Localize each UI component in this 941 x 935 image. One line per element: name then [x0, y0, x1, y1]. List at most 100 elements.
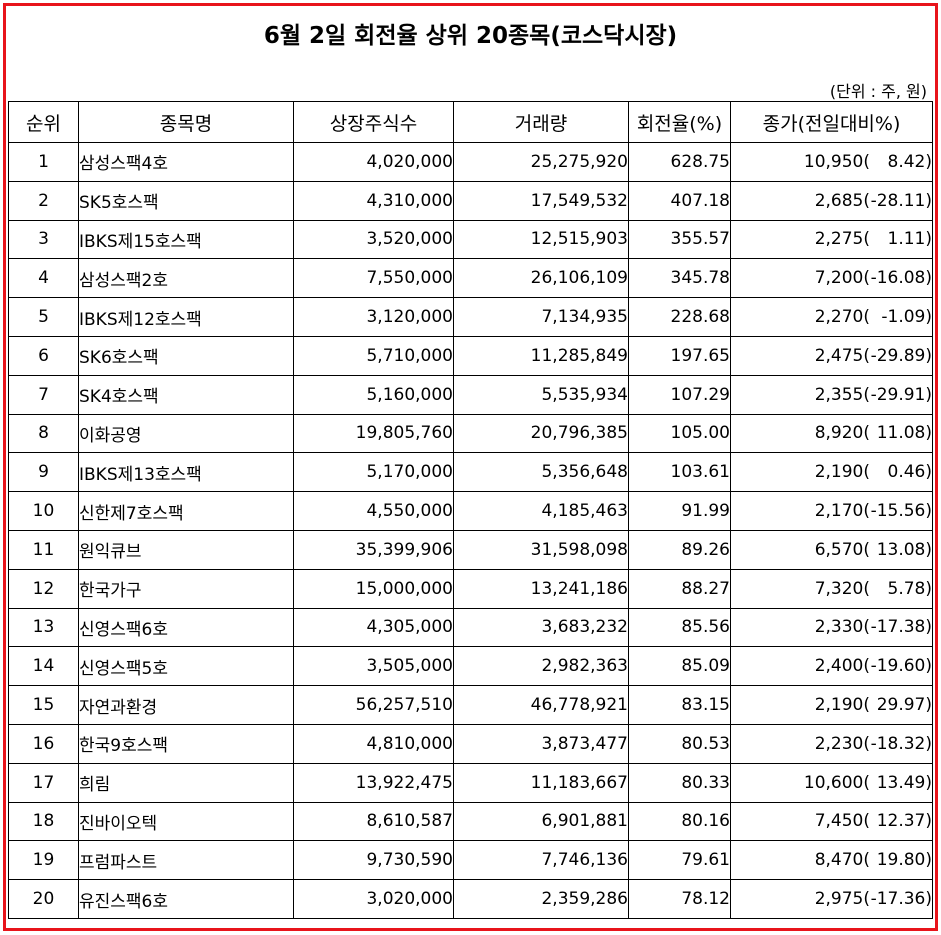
close-change-cell: 2,270(-1.09) [730, 297, 933, 337]
header-name: 종목명 [78, 101, 294, 143]
volume-cell: 7,134,935 [453, 297, 629, 337]
change-percent: -17.36) [870, 889, 932, 910]
table-row: 13 신영스팩6호 4,305,000 3,683,232 85.56 2,330(-17… [8, 607, 933, 648]
listed-shares-cell: 9,730,590 [293, 840, 454, 881]
stock-name-cell: 유진스팩6호 [78, 879, 294, 919]
close-change-cell: 2,400(-19.60) [730, 646, 933, 687]
rank-cell: 8 [8, 413, 79, 454]
close-price: 6,570( [814, 539, 870, 560]
stock-name-cell: 자연과환경 [78, 685, 294, 725]
rank-cell: 10 [8, 491, 79, 531]
volume-cell: 6,901,881 [453, 801, 629, 842]
close-price: 10,600( [803, 772, 870, 793]
rank-cell: 20 [8, 879, 79, 919]
header-rank: 순위 [8, 101, 79, 143]
stock-name-cell: 신영스팩5호 [78, 646, 294, 687]
table-row: 17 희림 13,922,475 11,183,667 80.33 10,600(13.4… [8, 762, 933, 803]
change-percent: -17.38) [870, 617, 932, 638]
turnover-cell: 79.61 [628, 840, 731, 881]
volume-cell: 11,183,667 [453, 762, 629, 803]
table-row: 12 한국가구 15,000,000 13,241,186 88.27 7,320(5.7… [8, 568, 933, 609]
turnover-cell: 107.29 [628, 374, 731, 415]
close-change-cell: 2,975(-17.36) [730, 879, 933, 919]
volume-cell: 31,598,098 [453, 529, 629, 570]
close-price: 2,355( [814, 384, 870, 405]
table-row: 9 IBKS제13호스팩 5,170,000 5,356,648 103.61 2,190… [8, 452, 933, 493]
stock-name-cell: 이화공영 [78, 413, 294, 454]
listed-shares-cell: 3,020,000 [293, 879, 454, 919]
rank-cell: 16 [8, 723, 79, 764]
rank-cell: 15 [8, 685, 79, 725]
volume-cell: 3,683,232 [453, 607, 629, 648]
volume-cell: 11,285,849 [453, 335, 629, 376]
stock-name-cell: 신한제7호스팩 [78, 491, 294, 531]
table-row: 19 프럼파스트 9,730,590 7,746,136 79.61 8,470(19.8… [8, 840, 933, 881]
volume-cell: 5,535,934 [453, 374, 629, 415]
close-price: 2,685( [814, 190, 870, 211]
close-price: 2,475( [814, 345, 870, 366]
rank-cell: 12 [8, 568, 79, 609]
turnover-cell: 89.26 [628, 529, 731, 570]
close-change-cell: 2,230(-18.32) [730, 723, 933, 764]
close-price: 8,920( [814, 423, 870, 444]
table-row: 10 신한제7호스팩 4,550,000 4,185,463 91.99 2,170(-1… [8, 491, 933, 531]
stock-name-cell: SK4호스팩 [78, 374, 294, 415]
change-percent: -1.09) [881, 307, 932, 328]
listed-shares-cell: 19,805,760 [293, 413, 454, 454]
volume-cell: 3,873,477 [453, 723, 629, 764]
stock-name-cell: IBKS제12호스팩 [78, 297, 294, 337]
rank-cell: 11 [8, 529, 79, 570]
change-percent: 19.80) [876, 850, 932, 871]
close-price: 2,330( [814, 617, 870, 638]
turnover-cell: 345.78 [628, 258, 731, 299]
close-change-cell: 7,200(-16.08) [730, 258, 933, 299]
stock-name-cell: 진바이오텍 [78, 801, 294, 842]
change-percent: 8.42) [887, 151, 932, 172]
rank-cell: 17 [8, 762, 79, 803]
close-change-cell: 2,330(-17.38) [730, 607, 933, 648]
turnover-cell: 85.56 [628, 607, 731, 648]
turnover-cell: 105.00 [628, 413, 731, 454]
listed-shares-cell: 4,550,000 [293, 491, 454, 531]
stock-name-cell: 한국가구 [78, 568, 294, 609]
listed-shares-cell: 4,020,000 [293, 142, 454, 182]
change-percent: 5.78) [887, 578, 932, 599]
close-price: 8,470( [814, 850, 870, 871]
turnover-ranking-table: 순위 종목명 상장주식수 거래량 회전율(%) 종가(전일대비%) 1 삼성스팩4… [8, 101, 933, 919]
close-change-cell: 2,275(1.11) [730, 219, 933, 260]
rank-cell: 19 [8, 840, 79, 881]
volume-cell: 4,185,463 [453, 491, 629, 531]
close-price: 2,230( [814, 733, 870, 754]
turnover-cell: 228.68 [628, 297, 731, 337]
rank-cell: 13 [8, 607, 79, 648]
close-change-cell: 7,320(5.78) [730, 568, 933, 609]
listed-shares-cell: 4,305,000 [293, 607, 454, 648]
listed-shares-cell: 35,399,906 [293, 529, 454, 570]
change-percent: -15.56) [870, 501, 932, 522]
rank-cell: 3 [8, 219, 79, 260]
header-turnover: 회전율(%) [628, 101, 731, 143]
volume-cell: 25,275,920 [453, 142, 629, 182]
volume-cell: 2,982,363 [453, 646, 629, 687]
header-close-change: 종가(전일대비%) [730, 101, 933, 143]
stock-name-cell: 삼성스팩4호 [78, 142, 294, 182]
close-price: 2,190( [814, 462, 870, 483]
table-row: 7 SK4호스팩 5,160,000 5,535,934 107.29 2,355(-29… [8, 374, 933, 415]
table-row: 1 삼성스팩4호 4,020,000 25,275,920 628.75 10,950(8… [8, 142, 933, 182]
header-volume: 거래량 [453, 101, 629, 143]
change-percent: -19.60) [870, 656, 932, 677]
close-change-cell: 2,475(-29.89) [730, 335, 933, 376]
turnover-cell: 91.99 [628, 491, 731, 531]
close-change-cell: 2,355(-29.91) [730, 374, 933, 415]
change-percent: 12.37) [876, 811, 932, 832]
rank-cell: 14 [8, 646, 79, 687]
rank-cell: 6 [8, 335, 79, 376]
change-percent: -16.08) [870, 268, 932, 289]
volume-cell: 5,356,648 [453, 452, 629, 493]
turnover-cell: 80.33 [628, 762, 731, 803]
table-row: 6 SK6호스팩 5,710,000 11,285,849 197.65 2,475(-2… [8, 335, 933, 376]
stock-name-cell: IBKS제15호스팩 [78, 219, 294, 260]
turnover-cell: 78.12 [628, 879, 731, 919]
rank-cell: 9 [8, 452, 79, 493]
table-header-row: 순위 종목명 상장주식수 거래량 회전율(%) 종가(전일대비%) [8, 101, 933, 143]
